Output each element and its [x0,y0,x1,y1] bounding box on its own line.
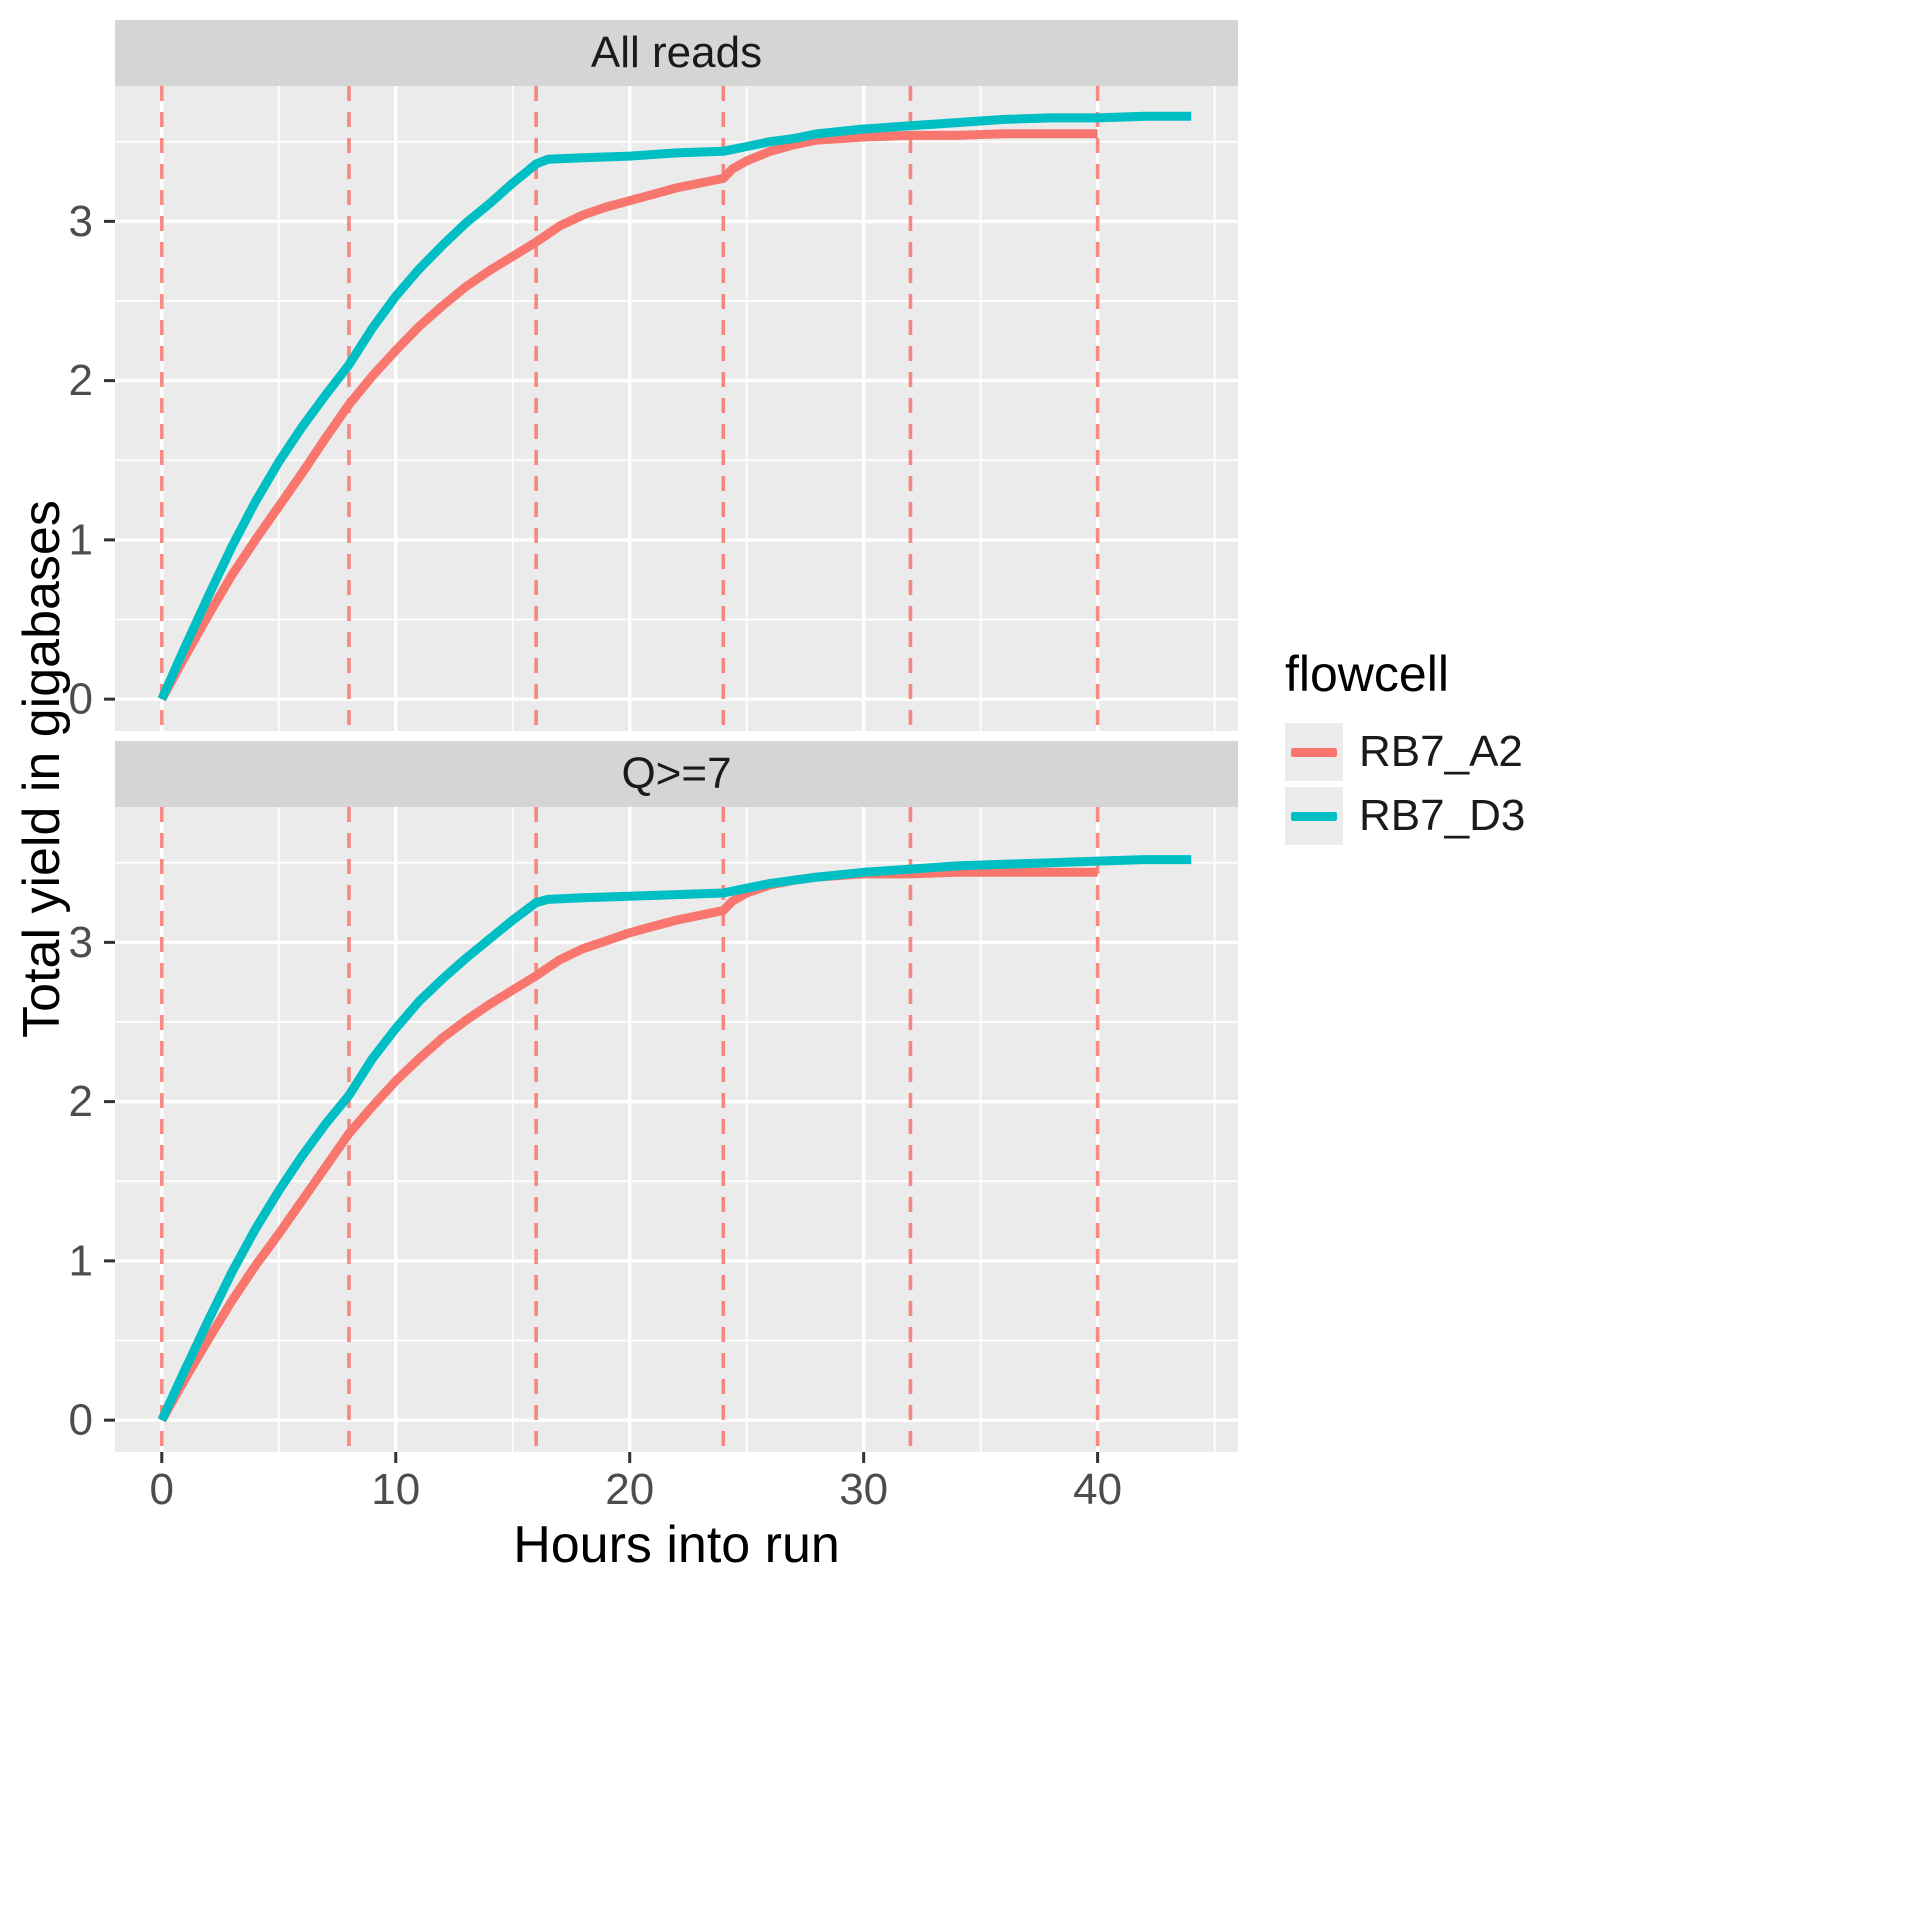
y-tick-label: 3 [69,197,93,246]
y-tick-label: 2 [69,356,93,405]
series-line-RB7_D3 [157,855,1192,1422]
legend-key-rb7-d3 [1285,787,1343,845]
x-tick-label: 30 [839,1465,888,1514]
facet-strip-all-reads: All reads [115,20,1238,86]
panel-background [115,86,1238,731]
x-tick-label: 10 [371,1465,420,1514]
y-tick-label: 1 [69,1236,93,1285]
legend-title: flowcell [1285,646,1449,702]
legend: flowcell RB7_A2 RB7_D3 [1285,645,1525,851]
x-tick-label: 40 [1073,1465,1122,1514]
y-tick-label: 0 [69,675,93,724]
x-tick-label: 20 [605,1465,654,1514]
legend-label: RB7_A2 [1359,727,1523,776]
legend-item: RB7_A2 [1285,723,1525,781]
y-tick-label: 3 [69,918,93,967]
legend-key-line-icon [1291,747,1337,757]
facet-panel: 0 1 2 3 [69,86,1238,731]
legend-item: RB7_D3 [1285,787,1525,845]
facet-strip-label: Q>=7 [621,749,732,798]
series-line-RB7_A2 [157,129,1098,702]
panel-background [115,807,1238,1452]
x-axis-title: Hours into run [513,1516,840,1574]
x-tick-label: 0 [150,1465,174,1514]
y-tick-label: 1 [69,515,93,564]
y-tick-label: 2 [69,1077,93,1126]
facet-strip-q7: Q>=7 [115,741,1238,807]
facet-panel: 0 1 2 3 [69,807,1238,1452]
series-line-RB7_D3 [157,111,1192,701]
y-axis-title: Total yield in gigabases [13,500,71,1038]
legend-key-rb7-a2 [1285,723,1343,781]
y-tick-label: 0 [69,1396,93,1445]
facet-strip-label: All reads [590,28,763,77]
legend-key-line-icon [1291,811,1337,821]
legend-label: RB7_D3 [1359,791,1526,840]
